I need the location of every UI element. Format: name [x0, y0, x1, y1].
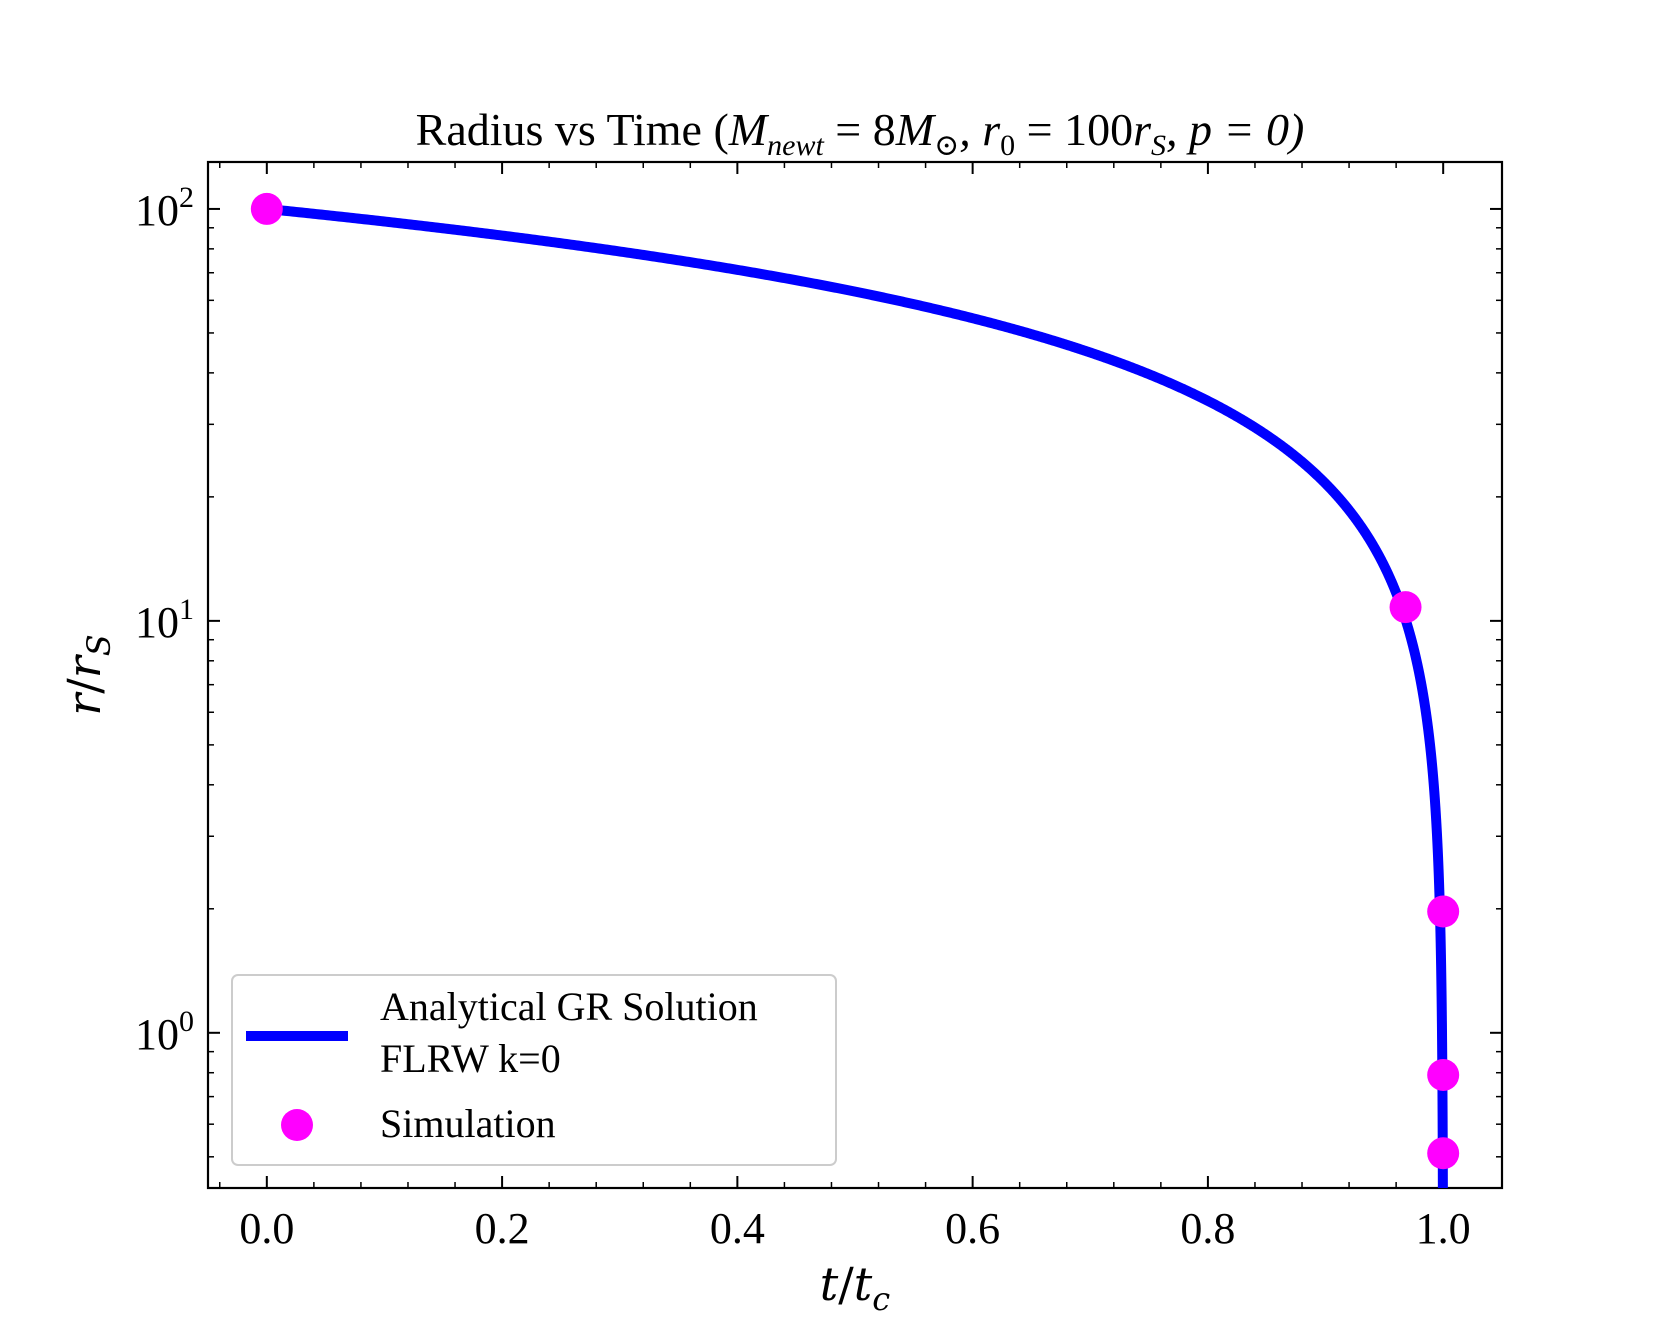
title-p-part: , p = 0) — [1166, 104, 1304, 155]
title-eq1: = 8 — [824, 104, 896, 155]
legend-label-simulation: Simulation — [380, 1101, 556, 1146]
title-eq2: = 100 — [1015, 104, 1133, 155]
simulation-point — [1427, 895, 1460, 928]
x-tick-label: 0.8 — [1180, 1204, 1235, 1253]
title-rs-sub: S — [1151, 129, 1166, 162]
x-label-den: t — [854, 1257, 873, 1311]
y-tick-base: 10 — [135, 1010, 179, 1059]
y-label-num: r — [57, 691, 111, 716]
series-simulation-points — [250, 192, 1460, 1170]
legend-marker-simulation — [281, 1109, 313, 1141]
y-tick-exponent: 0 — [179, 1005, 194, 1038]
title-r0-sub: 0 — [1000, 129, 1015, 162]
x-label-den-sub: c — [872, 1280, 890, 1318]
simulation-point — [1389, 591, 1422, 624]
y-tick-base: 10 — [135, 186, 179, 235]
title-msun-sub: ⊙ — [934, 129, 959, 162]
legend-box — [231, 974, 837, 1166]
simulation-point — [1427, 1137, 1460, 1170]
x-tick-label: 0.4 — [710, 1204, 765, 1253]
legend: Analytical GR Solution FLRW k=0 Simulati… — [231, 974, 837, 1166]
y-label-slash: / — [57, 678, 111, 694]
y-label-den: r — [57, 653, 111, 678]
legend-label-analytical-line1: Analytical GR Solution — [380, 984, 758, 1029]
x-tick-label: 0.0 — [239, 1204, 294, 1253]
x-tick-labels: 0.0 0.2 0.4 0.6 0.8 1.0 — [239, 1204, 1470, 1253]
title-prefix: Radius vs Time ( — [416, 104, 729, 155]
legend-label-analytical-line2: FLRW k=0 — [380, 1036, 561, 1081]
x-tick-label: 0.6 — [945, 1204, 1000, 1253]
y-tick-label: 102 — [135, 181, 194, 235]
title-m-symbol: M — [728, 104, 770, 155]
y-tick-label: 101 — [135, 593, 194, 647]
simulation-point — [250, 192, 283, 225]
y-label-den-sub: S — [80, 634, 118, 656]
axis-ticks — [208, 162, 1502, 1188]
y-tick-label: 100 — [135, 1005, 194, 1059]
title-r0-symbol: , r — [959, 104, 1001, 155]
title-m-sub: newt — [767, 129, 824, 162]
x-label-slash: / — [838, 1257, 854, 1311]
title-msun-symbol: M — [895, 104, 937, 155]
chart-title: Radius vs Time (Mnewt = 8M⊙, r0 = 100rS,… — [416, 104, 1305, 162]
x-axis-label: t/tc — [820, 1257, 891, 1318]
y-tick-base: 10 — [135, 598, 179, 647]
series-line-analytical-gr — [264, 203, 1448, 1188]
x-label-num: t — [820, 1257, 839, 1311]
plot-frame — [206, 160, 1504, 1190]
y-tick-exponent: 1 — [179, 593, 194, 626]
title-rs-symbol: r — [1133, 104, 1152, 155]
x-tick-label: 1.0 — [1416, 1204, 1471, 1253]
y-tick-exponent: 2 — [179, 181, 194, 214]
y-axis-label: r/rS — [57, 634, 118, 715]
x-tick-label: 0.2 — [475, 1204, 530, 1253]
simulation-point — [1427, 1058, 1460, 1091]
